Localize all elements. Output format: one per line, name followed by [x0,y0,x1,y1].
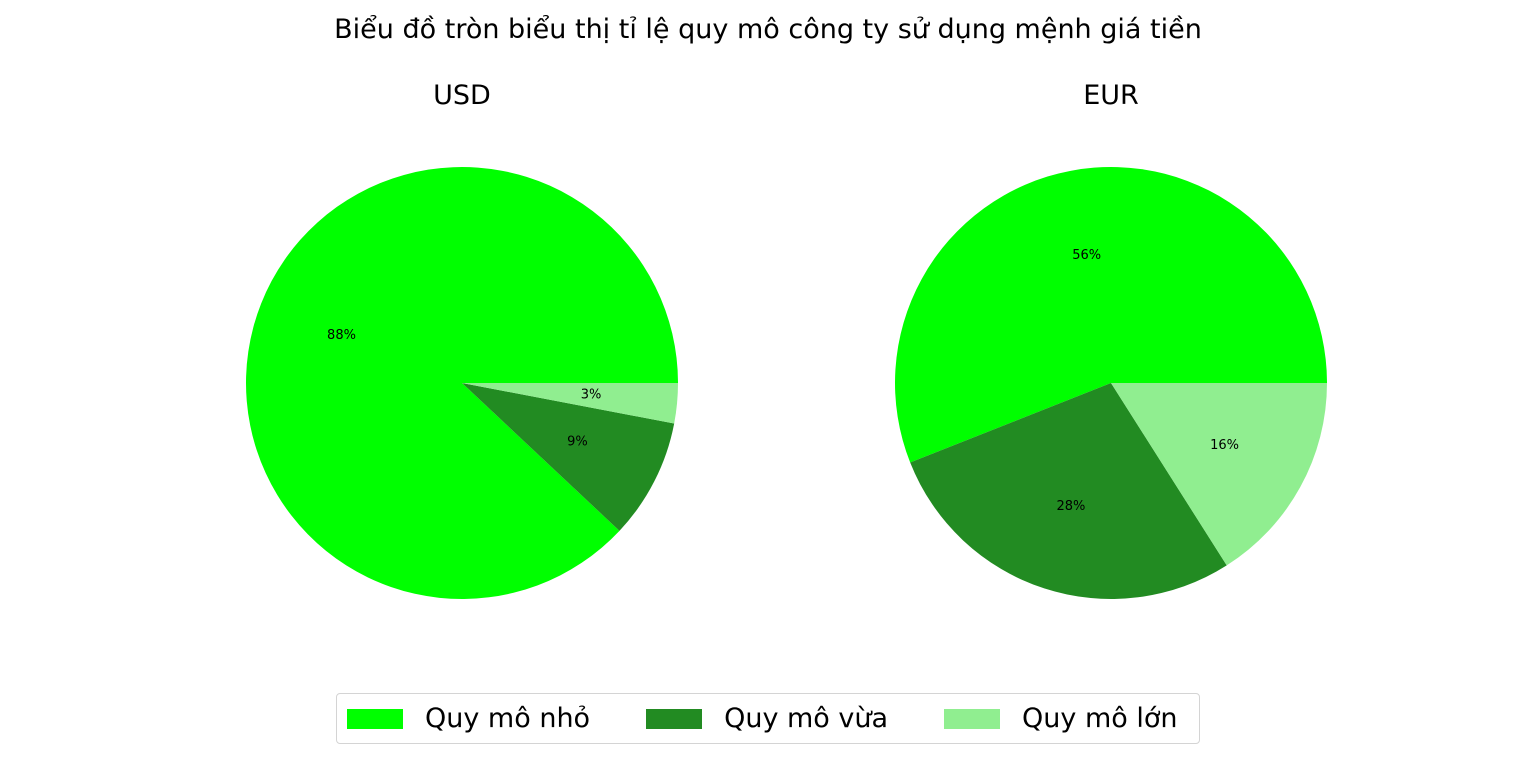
pie-label-medium: 28% [1056,499,1085,514]
pie-slice-large [1111,383,1327,566]
pie-slice-medium [462,383,675,531]
pie-title: EUR [1083,80,1139,111]
chart-title: Biểu đồ tròn biểu thị tỉ lệ quy mô công … [334,14,1202,45]
pie-charts: 88% 9% 3% USD 56% 28% 16% EUR [246,80,1327,600]
pie-label-large: 16% [1210,438,1239,453]
pie-usd: 88% 9% 3% USD [246,80,678,600]
pie-label-small: 56% [1072,248,1101,263]
legend-swatch-large [944,708,1001,729]
legend-item-small: Quy mô nhỏ [347,703,590,735]
pie-label-medium: 9% [567,434,588,449]
legend-label-large: Quy mô lớn [1022,702,1178,734]
pie-title: USD [433,80,491,111]
legend-swatch-medium [646,708,703,729]
pie-slice-medium [910,383,1227,599]
legend-label-medium: Quy mô vừa [724,702,889,734]
legend-swatch-small [347,708,403,729]
pie-label-large: 3% [581,388,602,403]
pie-slice-large [462,383,678,424]
legend-label-small: Quy mô nhỏ [425,702,591,734]
pie-label-small: 88% [327,328,356,343]
pie-slice-small [894,166,1327,463]
legend-item-large: Quy mô lớn [944,702,1178,735]
legend: Quy mô nhỏ Quy mô vừa Quy mô lớn [336,693,1200,744]
pie-eur: 56% 28% 16% EUR [894,80,1327,599]
legend-item-medium: Quy mô vừa [646,703,888,735]
